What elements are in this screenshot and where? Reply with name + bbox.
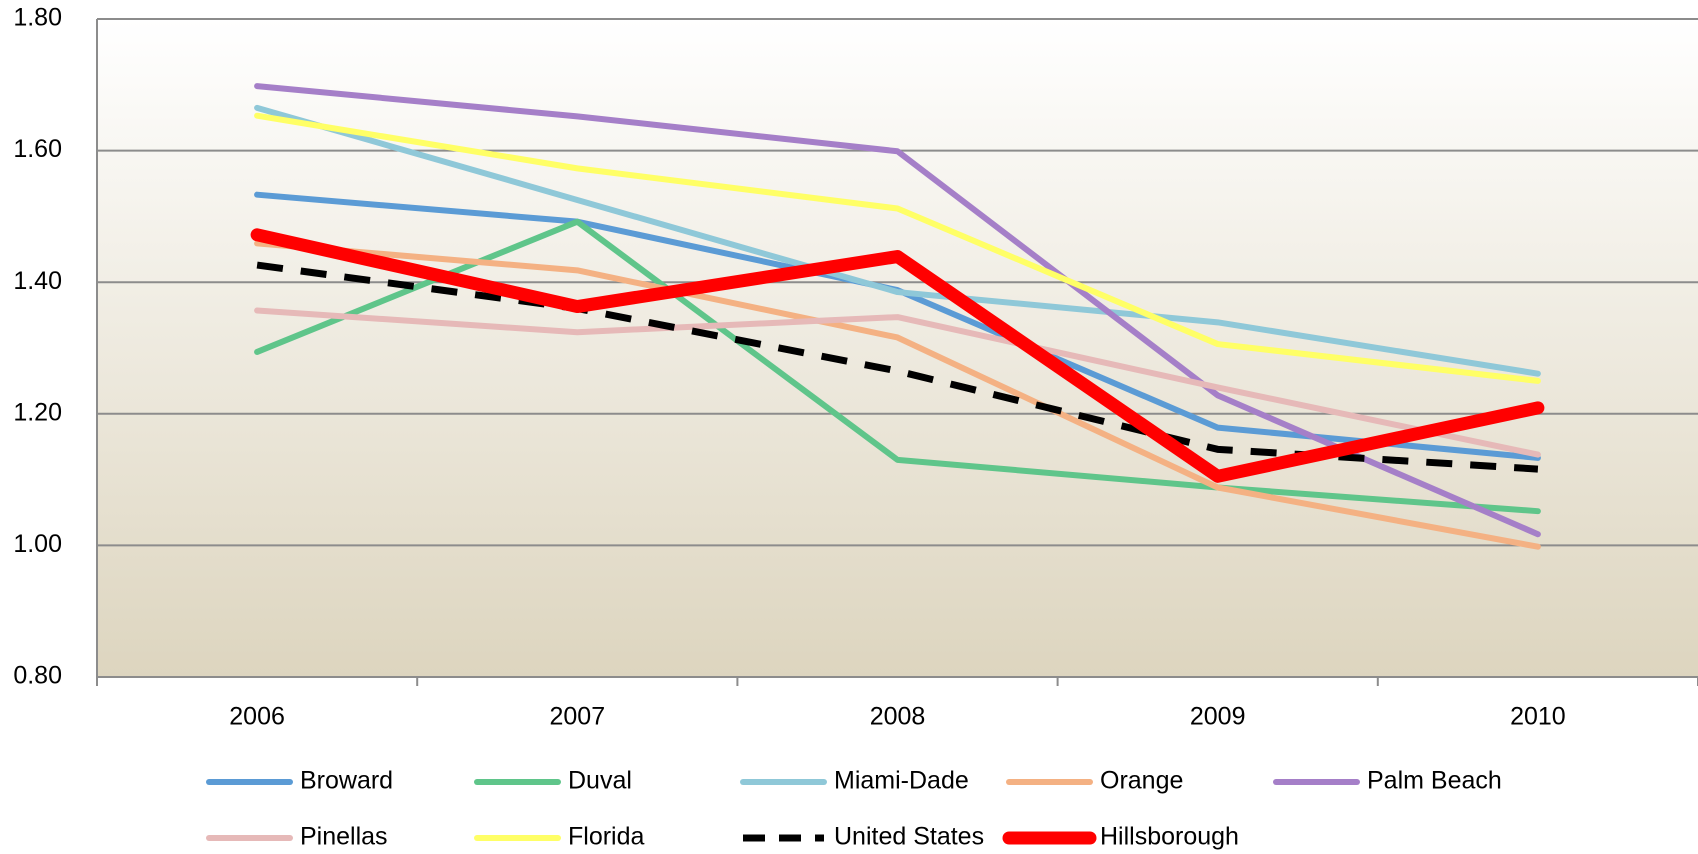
legend-label: Palm Beach	[1367, 767, 1502, 795]
plot-area	[97, 19, 1698, 677]
y-tick-label: 1.80	[13, 4, 62, 32]
legend-label: Pinellas	[300, 823, 388, 851]
y-tick-label: 0.80	[13, 662, 62, 690]
legend-label: United States	[834, 823, 984, 851]
series-line	[250, 228, 1545, 483]
y-tick-label: 1.20	[13, 398, 62, 426]
legend-label: Broward	[300, 767, 393, 795]
series-line	[254, 218, 1541, 515]
legend-label: Hillsborough	[1100, 823, 1239, 851]
series-line	[254, 240, 1541, 550]
x-tick-label: 2007	[549, 703, 605, 731]
x-tick-label: 2006	[229, 703, 285, 731]
legend-label: Miami-Dade	[834, 767, 969, 795]
legend-label: Duval	[568, 767, 632, 795]
x-tick-label: 2008	[870, 703, 926, 731]
series-line	[254, 112, 1541, 384]
y-tick-label: 1.40	[13, 267, 62, 295]
y-tick-label: 1.00	[13, 530, 62, 558]
series-line	[254, 307, 1541, 458]
x-tick-label: 2009	[1190, 703, 1246, 731]
x-tick-label: 2010	[1510, 703, 1566, 731]
series-line	[254, 83, 1541, 538]
series-line	[254, 104, 1541, 377]
legend-label: Orange	[1100, 767, 1183, 795]
y-tick-label: 1.60	[13, 135, 62, 163]
legend-label: Florida	[568, 823, 645, 851]
